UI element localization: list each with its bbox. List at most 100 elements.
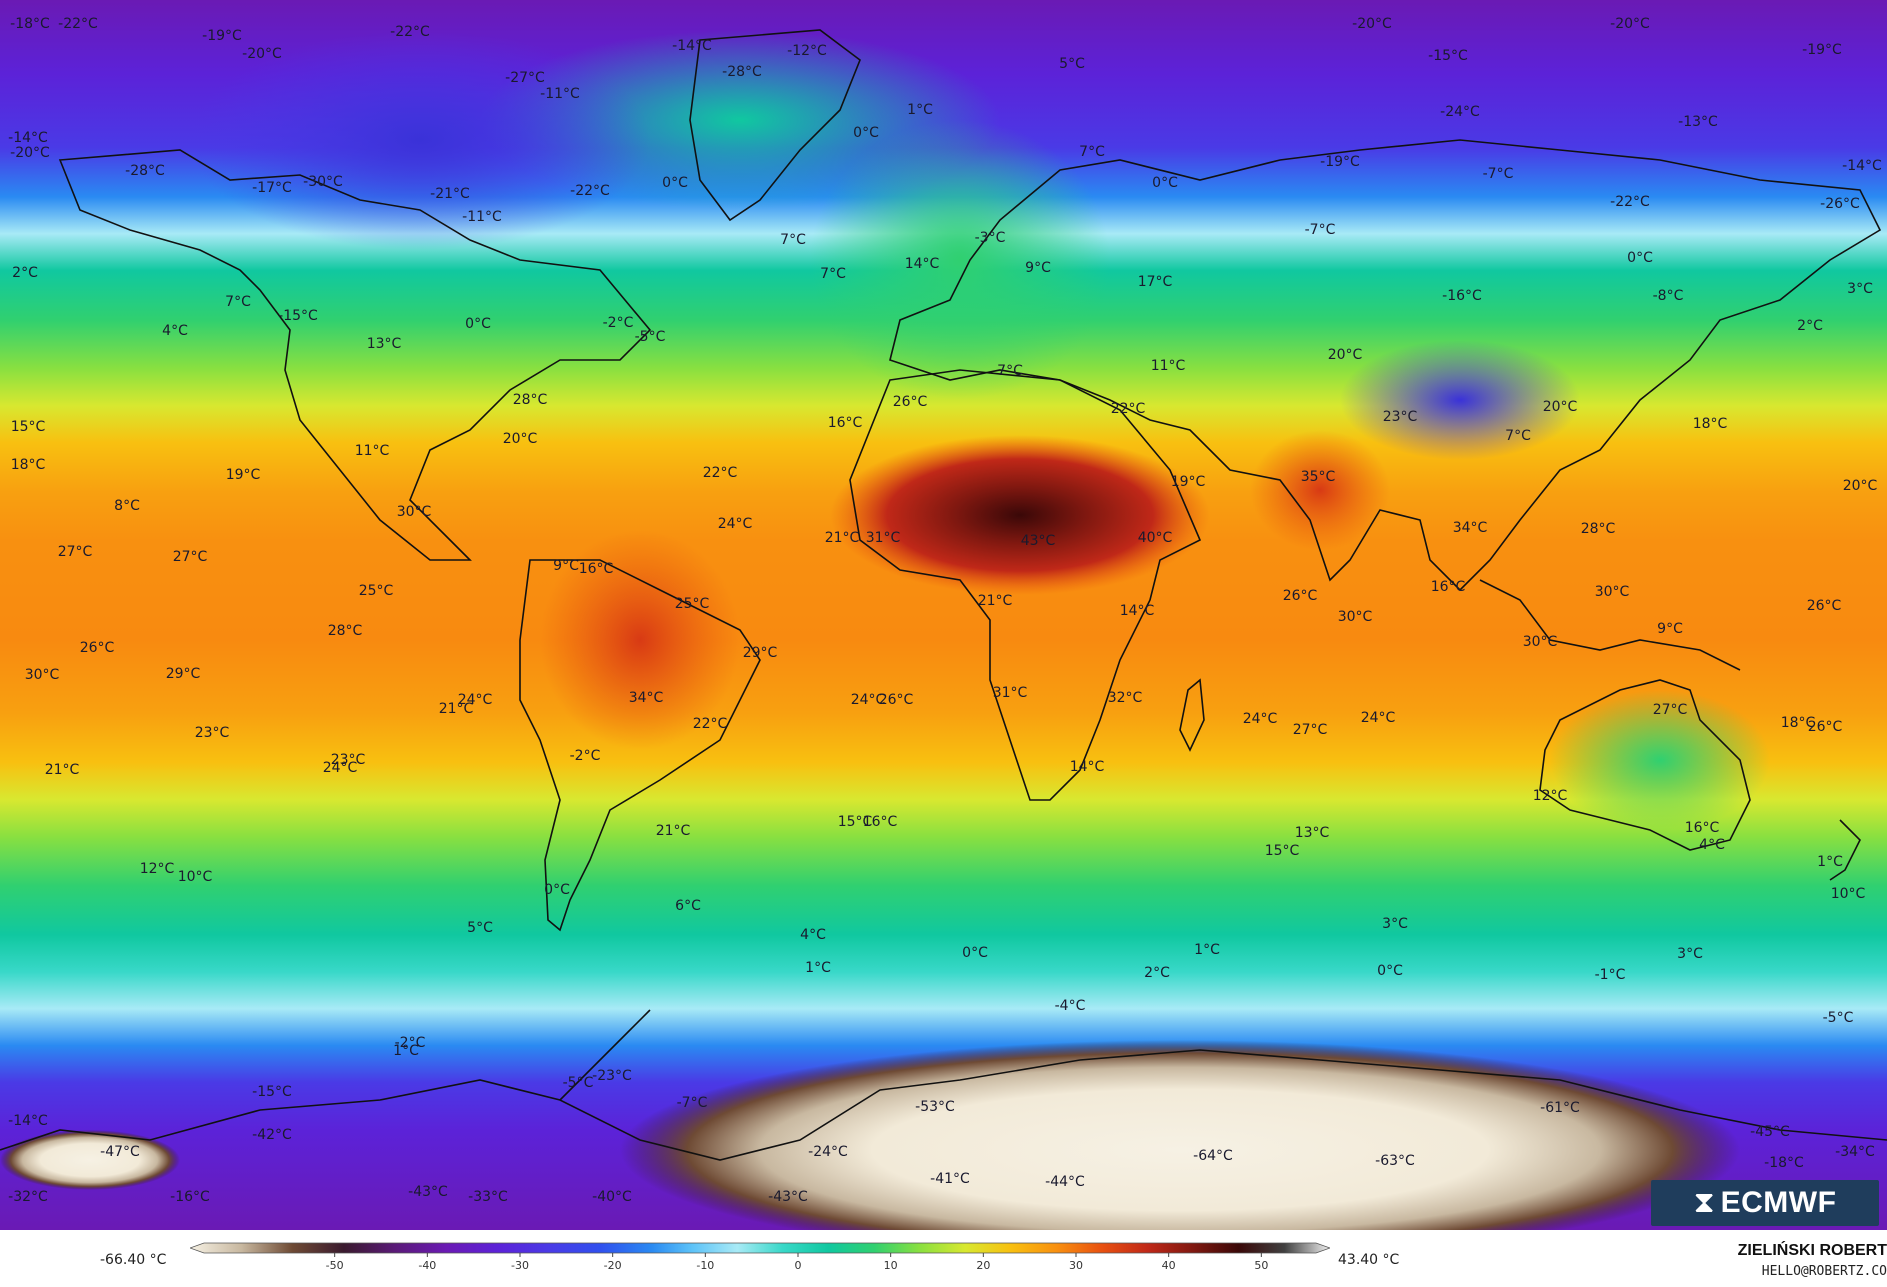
sahara-hot-area bbox=[830, 435, 1210, 595]
temperature-label: -43°C bbox=[768, 1189, 808, 1205]
temperature-label: 7°C bbox=[1079, 144, 1105, 160]
australia-outline bbox=[1539, 679, 1751, 851]
temperature-label: 30°C bbox=[1523, 634, 1558, 650]
temperature-label: 14°C bbox=[1070, 759, 1105, 775]
temperature-label: 12°C bbox=[1533, 788, 1568, 804]
temperature-label: 1°C bbox=[907, 102, 933, 118]
temperature-label: -1°C bbox=[1595, 967, 1626, 983]
temperature-label: 16°C bbox=[863, 814, 898, 830]
temperature-label: 0°C bbox=[962, 945, 988, 961]
temperature-label: -53°C bbox=[915, 1099, 955, 1115]
antarctica-outline bbox=[0, 1049, 1887, 1161]
temperature-label: 25°C bbox=[359, 583, 394, 599]
temperature-label: 26°C bbox=[1283, 588, 1318, 604]
temperature-label: 5°C bbox=[467, 920, 493, 936]
indonesia-outline bbox=[1479, 579, 1741, 671]
temperature-label: 21°C bbox=[825, 530, 860, 546]
temperature-label: -64°C bbox=[1193, 1148, 1233, 1164]
color-scale-tick-label: 50 bbox=[1254, 1259, 1268, 1272]
ecmwf-logo: ⧗ ECMWF bbox=[1651, 1180, 1879, 1226]
temperature-label: 14°C bbox=[1120, 603, 1155, 619]
temperature-label: 13°C bbox=[367, 336, 402, 352]
temperature-label: 0°C bbox=[1152, 175, 1178, 191]
tibet-cold-area bbox=[1340, 340, 1580, 460]
india-hot-area bbox=[1250, 430, 1390, 550]
temperature-label: 10°C bbox=[178, 869, 213, 885]
temperature-label: 14°C bbox=[905, 256, 940, 272]
temperature-label: 28°C bbox=[1581, 521, 1616, 537]
temperature-label: 40°C bbox=[1138, 530, 1173, 546]
temperature-label: 43°C bbox=[1021, 533, 1056, 549]
legend-footer: -66.40 °C bbox=[0, 1230, 1887, 1287]
temperature-label: -17°C bbox=[252, 180, 292, 196]
author-email: HELLO@ROBERTZ.CO bbox=[1761, 1264, 1887, 1279]
temperature-label: -30°C bbox=[303, 174, 343, 190]
temperature-label: -33°C bbox=[468, 1189, 508, 1205]
temperature-label: 0°C bbox=[1627, 250, 1653, 266]
temperature-label: -43°C bbox=[408, 1184, 448, 1200]
temperature-label: -20°C bbox=[1352, 16, 1392, 32]
ecmwf-logo-text: ECMWF bbox=[1720, 1186, 1837, 1219]
temperature-label: -20°C bbox=[242, 46, 282, 62]
temperature-label: -40°C bbox=[592, 1189, 632, 1205]
temperature-label: 9°C bbox=[553, 558, 579, 574]
new-zealand-outline bbox=[1829, 819, 1861, 881]
temperature-label: 1°C bbox=[1817, 854, 1843, 870]
temperature-label: 23°C bbox=[195, 725, 230, 741]
color-scale-bar: -50 -40 -30 -20 -10 0 10 20 30 40 50 bbox=[190, 1242, 1330, 1272]
temperature-label: -22°C bbox=[570, 183, 610, 199]
temperature-label: 16°C bbox=[1685, 820, 1720, 836]
temperature-label: 9°C bbox=[1025, 260, 1051, 276]
europe-warm-area bbox=[810, 120, 1110, 400]
temperature-label: 4°C bbox=[800, 927, 826, 943]
temperature-label: -22°C bbox=[1610, 194, 1650, 210]
temperature-label: 17°C bbox=[1138, 274, 1173, 290]
temperature-label: 1°C bbox=[393, 1043, 419, 1059]
legend-min-value: -66.40 °C bbox=[100, 1252, 167, 1268]
temperature-label: 34°C bbox=[1453, 520, 1488, 536]
temperature-label: 26°C bbox=[80, 640, 115, 656]
temperature-label: -34°C bbox=[1835, 1144, 1875, 1160]
temperature-label: 31°C bbox=[993, 685, 1028, 701]
temperature-label: -5°C bbox=[563, 1075, 594, 1091]
temperature-label: 9°C bbox=[1657, 621, 1683, 637]
antarctica-west-area bbox=[0, 1130, 180, 1190]
temperature-label: 30°C bbox=[1338, 609, 1373, 625]
temperature-label: 24°C bbox=[458, 692, 493, 708]
temperature-label: 30°C bbox=[397, 504, 432, 520]
temperature-label: 18°C bbox=[11, 457, 46, 473]
temperature-label: 16°C bbox=[579, 561, 614, 577]
temperature-label: -21°C bbox=[430, 186, 470, 202]
author-credit: ZIELIŃSKI ROBERT HELLO@ROBERTZ.CO bbox=[1738, 1242, 1887, 1279]
madagascar-outline bbox=[1179, 678, 1205, 752]
temperature-label: 26°C bbox=[893, 394, 928, 410]
temperature-label: -18°C bbox=[10, 16, 50, 32]
temperature-label: -24°C bbox=[1440, 104, 1480, 120]
temperature-label: -32°C bbox=[8, 1189, 48, 1205]
temperature-label: 26°C bbox=[1808, 719, 1843, 735]
temperature-label: 5°C bbox=[1059, 56, 1085, 72]
temperature-label: -5°C bbox=[1823, 1010, 1854, 1026]
temperature-label: 23°C bbox=[1383, 409, 1418, 425]
temperature-label: -18°C bbox=[1764, 1155, 1804, 1171]
temperature-label: 31°C bbox=[866, 530, 901, 546]
temperature-label: -28°C bbox=[722, 64, 762, 80]
temperature-label: -44°C bbox=[1045, 1174, 1085, 1190]
temperature-label: 28°C bbox=[513, 392, 548, 408]
temperature-label: 8°C bbox=[114, 498, 140, 514]
antarctic-peninsula-outline bbox=[559, 1009, 651, 1101]
temperature-label: 30°C bbox=[1595, 584, 1630, 600]
temperature-label: 28°C bbox=[328, 623, 363, 639]
temperature-label: 24°C bbox=[718, 516, 753, 532]
temperature-label: -8°C bbox=[1653, 288, 1684, 304]
temperature-label: -19°C bbox=[1802, 42, 1842, 58]
temperature-label: 20°C bbox=[1328, 347, 1363, 363]
temperature-label: -22°C bbox=[390, 24, 430, 40]
temperature-label: 4°C bbox=[1699, 837, 1725, 853]
temperature-label: 16°C bbox=[1431, 579, 1466, 595]
temperature-label: -61°C bbox=[1540, 1100, 1580, 1116]
temperature-label: -2°C bbox=[570, 748, 601, 764]
temperature-label: -3°C bbox=[975, 230, 1006, 246]
temperature-label: -45°C bbox=[1750, 1124, 1790, 1140]
color-scale-gradient bbox=[190, 1242, 1330, 1254]
